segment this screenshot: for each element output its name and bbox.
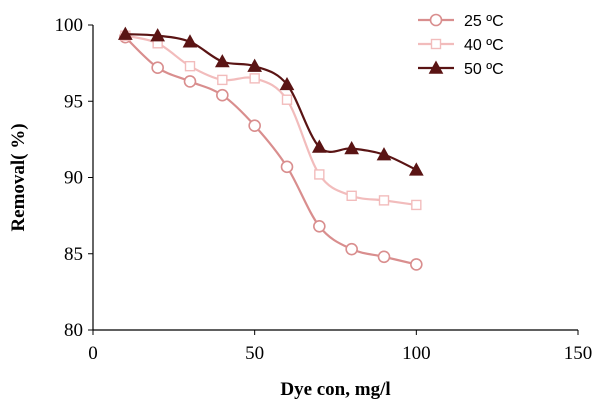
data-point (378, 195, 390, 206)
ticks: 80 85 90 95 100 0 50 100 150 (55, 15, 593, 364)
data-point (311, 139, 327, 153)
legend-label: 25 ºC (464, 13, 504, 30)
x-tick-label: 150 (564, 343, 593, 364)
series-triangle (117, 26, 424, 176)
data-point (247, 58, 263, 72)
data-point (344, 140, 360, 155)
y-tick-label: 80 (64, 320, 83, 341)
legend-marker (429, 13, 443, 27)
series-layer (117, 26, 424, 271)
x-tick-label: 100 (402, 343, 431, 364)
data-point (151, 61, 164, 74)
series-line (125, 33, 417, 171)
legend-item: 25 ºC (418, 13, 504, 30)
legend: 25 ºC 40 ºC 50 ºC (418, 13, 504, 78)
y-tick-label: 100 (55, 15, 84, 36)
x-tick-label: 50 (245, 343, 264, 364)
data-point (216, 88, 229, 102)
data-point (214, 54, 230, 68)
data-point (217, 74, 228, 86)
x-tick-label: 0 (88, 343, 98, 364)
data-point (183, 75, 197, 88)
data-point (408, 162, 424, 176)
y-axis-title: Removal( %) (8, 123, 29, 231)
data-point (248, 119, 261, 132)
legend-label: 50 ºC (464, 61, 504, 78)
x-axis-title: Dye con, mg/l (280, 379, 390, 400)
legend-marker (430, 38, 442, 50)
data-point (281, 94, 293, 105)
data-point (314, 169, 325, 180)
data-point (150, 28, 166, 42)
series-square (120, 30, 422, 211)
legend-item: 50 ºC (418, 60, 504, 78)
data-point (182, 34, 198, 48)
y-tick-label: 85 (64, 244, 83, 265)
legend-item: 40 ºC (418, 37, 504, 54)
y-tick-label: 90 (64, 168, 83, 189)
data-point (377, 250, 391, 264)
data-point (345, 242, 358, 256)
data-point (249, 73, 260, 84)
data-point (346, 190, 357, 202)
y-tick-label: 95 (64, 91, 83, 112)
data-point (376, 147, 392, 161)
legend-marker (428, 60, 444, 74)
data-point (313, 220, 326, 233)
series-circle (119, 30, 423, 271)
axes (92, 25, 578, 331)
data-point (411, 199, 422, 211)
data-point (184, 60, 196, 72)
legend-label: 40 ºC (464, 37, 504, 54)
data-point (279, 76, 295, 91)
series-line (124, 36, 417, 266)
data-point (410, 258, 423, 271)
data-point (280, 160, 294, 174)
series-line (125, 34, 417, 207)
data-point (117, 26, 133, 40)
